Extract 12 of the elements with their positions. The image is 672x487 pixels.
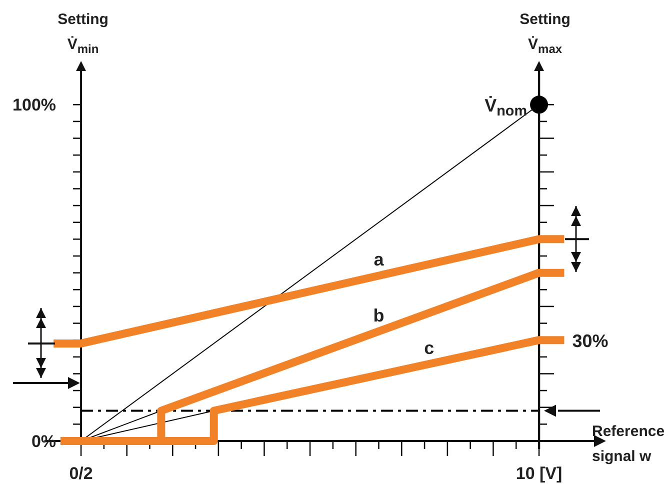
y-tick-label: 0% xyxy=(31,432,56,451)
annotation: V̇$_{nom}$ xyxy=(484,96,528,120)
x-tick-label: 10 [V] xyxy=(516,464,562,483)
annotation: c xyxy=(424,338,434,358)
y2-axis-title: Setting V̇$_{max}$ xyxy=(520,11,570,56)
x-tick-label: 0/2 xyxy=(69,464,93,483)
annotation: b xyxy=(373,305,384,326)
annotation: a xyxy=(374,250,385,270)
y-tick-label: 100% xyxy=(12,96,56,115)
y-axis-title: Setting V̇$_{min}$ xyxy=(58,11,108,56)
x-axis-title: Reference signal w xyxy=(592,423,665,465)
annotation: 30% xyxy=(572,331,608,352)
